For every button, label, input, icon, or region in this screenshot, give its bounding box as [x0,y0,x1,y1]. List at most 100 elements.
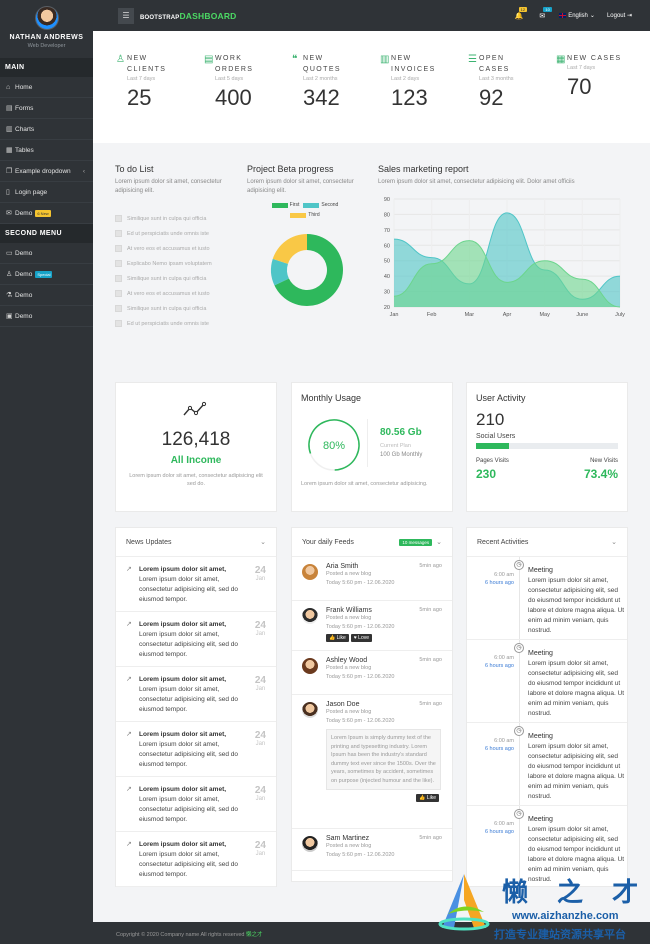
collapse-chevron-icon[interactable]: ⌄ [611,539,617,546]
todo-item[interactable]: Ed ut perspiciatis unde omnis iste [115,226,235,241]
like-button[interactable]: 👍 Like [326,634,349,642]
sidebar-item-demo[interactable]: ♙ Demo Special [0,264,93,285]
x-tick-label: July [615,312,625,318]
todo-item[interactable]: Similique sunt in culpa qui officia [115,301,235,316]
logout-button[interactable]: Logout ⇥ [607,12,632,19]
news-item[interactable]: ↗ Lorem ipsum dolor sit amet, Lorem ipsum … [116,612,276,667]
notifications-button[interactable]: 🔔 12 [513,6,528,20]
mail-icon: ✉ [6,210,12,217]
sidebar-item-demo[interactable]: ▣ Demo [0,306,93,327]
activity-item[interactable]: ◷ 6:00 am 6 hours ago Meeting Lorem ipsum do… [467,640,627,723]
feed-avatar[interactable] [302,608,318,624]
legend-swatch [303,202,320,208]
sidebar-item-demo[interactable]: ⚗ Demo [0,285,93,306]
y-tick-label: 30 [384,290,390,296]
sidebar-item-home[interactable]: ⌂ Home [0,77,93,98]
messages-badge[interactable]: 10 messages [399,538,433,546]
messages-button[interactable]: ✉ 10 [537,6,552,20]
news-updates-card: News Updates ⌄ ↗ Lorem ipsum dolor sit ame… [115,527,277,887]
collapse-chevron-icon[interactable]: ⌄ [436,539,442,546]
feed-avatar[interactable] [302,658,318,674]
todo-checkbox[interactable] [115,305,122,312]
sidebar-item-example-dropdown[interactable]: ❐ Example dropdown ‹ [0,161,93,182]
news-item[interactable]: ↗ Lorem ipsum dolor sit amet, Lorem ipsum … [116,832,276,887]
donut-slice[interactable] [272,234,307,264]
profile: NATHAN ANDREWS Web Developer [0,0,93,58]
stat-value: 342 [303,85,340,110]
activity-heading: Meeting [528,733,553,740]
clock-icon: ◷ [514,809,524,819]
news-day: 24 [254,840,266,851]
news-item[interactable]: ↗ Lorem ipsum dolor sit amet, Lorem ipsum … [116,722,276,777]
todo-checkbox[interactable] [115,260,122,267]
news-item[interactable]: ↗ Lorem ipsum dolor sit amet, Lorem ipsum … [116,777,276,832]
feed-item[interactable]: Jason Doe Posted a new blog Today 5:60 pm … [292,695,452,829]
stat-period: Last 7 days [127,76,156,82]
activity-time: ◷ 6:00 am 6 hours ago [467,806,524,886]
activity-item[interactable]: ◷ 6:00 am 6 hours ago Meeting Lorem ipsum do… [467,557,627,640]
sidebar-item-demo[interactable]: ✉ Demo 6 New [0,203,93,224]
sidebar-item-label: Demo [15,291,33,299]
activity-ago: 6 hours ago [484,829,514,835]
feed-item[interactable]: Aria Smith Posted a new blog Today 5:60 pm… [292,557,452,601]
feed-avatar[interactable] [302,836,318,852]
todo-checkbox[interactable] [115,275,122,282]
menu-toggle-button[interactable]: ☰ [118,7,134,24]
todo-item[interactable]: At vero eos et accusamus et iusto [115,241,235,256]
news-body: Lorem ipsum dolor sit amet, consectetur … [139,576,239,603]
legend-entry: Second [303,202,338,208]
news-day: 24 [254,620,266,631]
news-item[interactable]: ↗ Lorem ipsum dolor sit amet, Lorem ipsum … [116,557,276,612]
news-item[interactable]: ↗ Lorem ipsum dolor sit amet, Lorem ipsum … [116,667,276,722]
sidebar-item-tables[interactable]: ▦ Tables [0,140,93,161]
feed-name[interactable]: Aria Smith [326,563,359,570]
news-date: 24 Jan [255,565,266,603]
sidebar-item-charts[interactable]: ▥ Charts [0,119,93,140]
watermark-title: 懒 之 才 [502,878,649,908]
donut-slice[interactable] [271,258,289,286]
activity-item[interactable]: ◷ 6:00 am 6 hours ago Meeting Lorem ipsum do… [467,723,627,806]
logout-icon: ⇥ [626,13,632,19]
love-button[interactable]: ♥ Love [350,634,373,642]
stat-title: OPEN CASES [479,53,553,75]
hamburger-icon: ☰ [122,11,130,20]
todo-item[interactable]: At vero eos et accusamus et iusto [115,286,235,301]
collapse-chevron-icon[interactable]: ⌄ [260,539,266,546]
feed-avatar[interactable] [302,564,318,580]
todo-checkbox[interactable] [115,215,122,222]
feed-time: 5min ago [419,657,442,663]
news-headline: Lorem ipsum dolor sit amet, [139,786,227,793]
activity-item[interactable]: ◷ 6:00 am 6 hours ago Meeting Lorem ipsum do… [467,806,627,886]
news-text: Lorem ipsum dolor sit amet, Lorem ipsum d… [139,675,244,713]
sales-title: Sales marketing report [378,164,469,174]
like-button[interactable]: 👍 Like [416,794,439,802]
feed-item[interactable]: Frank Williams Posted a new blog Today 5:6… [292,601,452,651]
todo-checkbox[interactable] [115,290,122,297]
feed-name[interactable]: Sam Martinez [326,835,370,842]
todo-item[interactable]: Similique sunt in culpa qui officia [115,271,235,286]
sidebar-item-login-page[interactable]: ▯ Login page [0,182,93,203]
feed-avatar[interactable] [302,702,318,718]
donut-slice[interactable] [274,234,343,306]
feed-item[interactable]: Ashley Wood Posted a new blog Today 5:60 p… [292,651,452,695]
sidebar-item-demo[interactable]: ▭ Demo [0,243,93,264]
todo-item[interactable]: Ed ut perspiciatis unde omnis iste [115,316,235,331]
todo-checkbox[interactable] [115,320,122,327]
second-menu-title: SECOND MENU [0,224,93,243]
language-dropdown[interactable]: English ⌄ [559,12,595,19]
brand-logo[interactable]: BOOTSTRAPDASHBOARD [140,11,237,21]
stat-title-2: ORDERS [215,66,254,73]
logout-label: Logout [606,13,626,19]
feed-name[interactable]: Frank Williams [326,607,372,614]
todo-title: To do List [115,164,154,174]
todo-checkbox[interactable] [115,245,122,252]
todo-item[interactable]: Explicabo Nemo ipsam voluptatem [115,256,235,271]
feed-item[interactable]: Sam Martinez Posted a new blog Today 5:60 … [292,829,452,871]
feed-name[interactable]: Jason Doe [326,701,360,708]
todo-item[interactable]: Similique sunt in culpa qui officia [115,211,235,226]
footer-brand[interactable]: 懒之才 [246,932,263,938]
feed-name[interactable]: Ashley Wood [326,657,368,664]
todo-checkbox[interactable] [115,230,122,237]
sidebar-item-forms[interactable]: ▤ Forms [0,98,93,119]
avatar[interactable] [34,6,59,30]
